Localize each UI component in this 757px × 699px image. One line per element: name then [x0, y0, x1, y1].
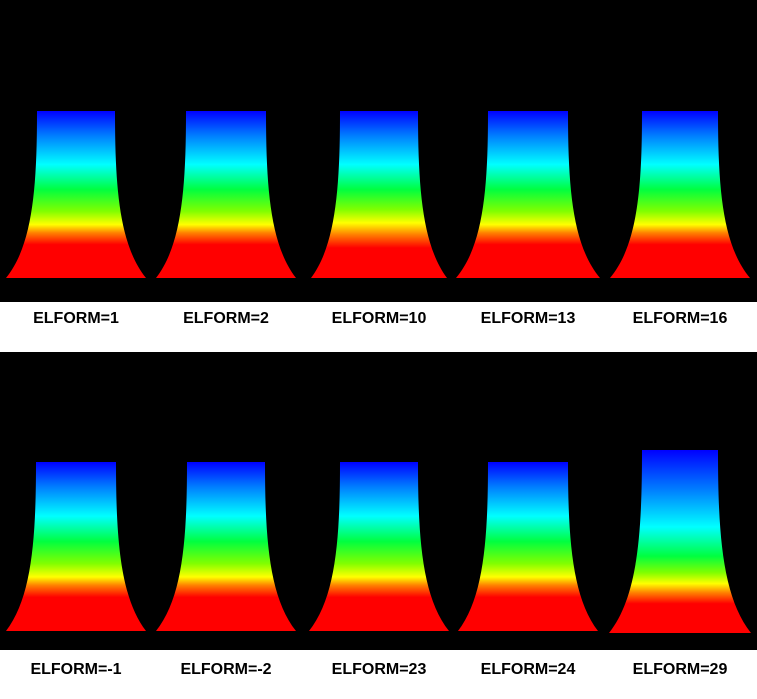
- contour-shape: [458, 462, 598, 631]
- contour-shape: [6, 111, 146, 278]
- contour-shape: [309, 462, 449, 631]
- contour-shape: [610, 111, 750, 278]
- bottom-render-canvas: [6, 450, 751, 633]
- contour-shape: [456, 111, 600, 278]
- bottom-render-panel: [0, 352, 757, 650]
- label-elform-minus-2: ELFORM=-2: [180, 661, 272, 678]
- label-elform-2: ELFORM=2: [183, 310, 269, 327]
- top-render-canvas: [6, 111, 750, 278]
- label-elform-23: ELFORM=23: [331, 661, 427, 678]
- label-elform-29: ELFORM=29: [632, 661, 728, 678]
- contour-shape: [311, 111, 447, 278]
- contour-shape: [609, 450, 751, 633]
- label-elform-10: ELFORM=10: [331, 310, 427, 327]
- bottom-label-row: ELFORM=-1 ELFORM=-2 ELFORM=23 ELFORM=24 …: [0, 653, 757, 693]
- contour-shape: [156, 462, 296, 631]
- contour-shape: [156, 111, 296, 278]
- top-label-row: ELFORM=1 ELFORM=2 ELFORM=10 ELFORM=13 EL…: [0, 302, 757, 342]
- label-elform-minus-1: ELFORM=-1: [30, 661, 122, 678]
- label-elform-1: ELFORM=1: [33, 310, 119, 327]
- label-elform-16: ELFORM=16: [632, 310, 728, 327]
- label-elform-13: ELFORM=13: [480, 310, 576, 327]
- label-elform-24: ELFORM=24: [480, 661, 576, 678]
- contour-shape: [6, 462, 146, 631]
- top-render-panel: [0, 0, 757, 302]
